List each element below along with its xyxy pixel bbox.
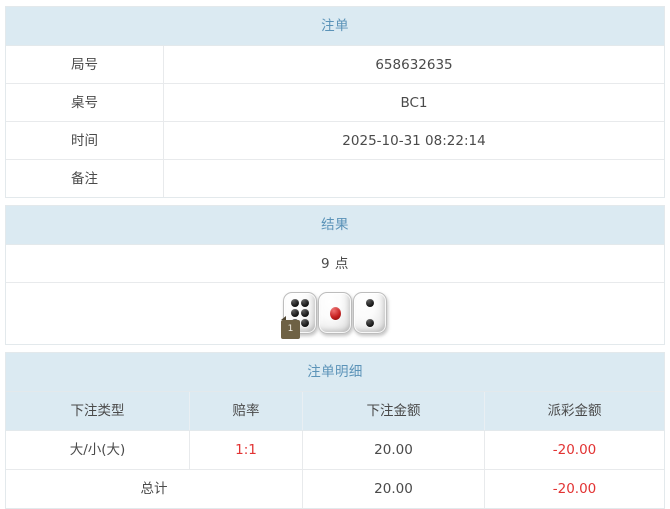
die-1: 1 [281,292,317,339]
column-header-payout: 派彩金额 [547,403,602,419]
result-dice-row: 1 [6,283,664,345]
table-row: 局号 658632635 [6,46,664,84]
die-pip-red [329,307,341,320]
result-points-row: 9 点 [6,245,664,283]
die-pip-blank [336,321,344,329]
cell-total-payout: -20.00 [552,481,597,497]
table-row: 大/小(大) 1:1 20.00 -20.00 [6,431,664,470]
order-panel-title: 注单 [6,7,664,46]
dice-container: 1 [6,283,664,344]
order-value-time: 2025-10-31 08:22:14 [342,132,486,149]
order-label-time: 时间 [6,122,164,159]
table-row-total: 总计 20.00 -20.00 [6,470,664,509]
column-header-bet-type: 下注类型 [6,392,190,430]
bet-detail-header-row: 下注类型 赔率 下注金额 派彩金额 [6,392,664,431]
die-pip-blank [326,321,334,329]
bet-detail-panel: 注单明细 下注类型 赔率 下注金额 派彩金额 大/小(大) 1:1 20.00 … [5,352,665,509]
dice-group: 1 [281,292,387,339]
die-order-badge: 1 [281,316,300,339]
die-3 [353,292,387,334]
order-value-table: BC1 [400,94,428,111]
table-row: 备注 [6,160,664,198]
die-pip [301,298,310,307]
die-2 [318,292,352,334]
cell-bet-type: 大/小(大) [6,431,190,469]
order-label-table: 桌号 [6,84,164,121]
cell-stake: 20.00 [303,431,485,469]
table-row: 时间 2025-10-31 08:22:14 [6,122,664,160]
die-pip [301,319,310,328]
die-pip [290,298,299,307]
cell-payout: -20.00 [552,442,597,458]
die-pip [290,308,299,317]
column-header-stake: 下注金额 [303,392,485,430]
cell-odds: 1:1 [190,431,303,469]
result-points-text: 9 点 [321,255,349,272]
die-pip-blank [366,309,374,317]
die-pip [366,319,374,328]
result-panel-title: 结果 [6,206,664,245]
die-pip [301,308,310,317]
result-panel: 结果 9 点 1 [5,205,665,345]
die-pip-blank [336,298,344,306]
order-value-round: 658632635 [375,56,453,73]
column-header-odds: 赔率 [190,392,303,430]
bet-detail-panel-title: 注单明细 [6,353,664,392]
order-label-round: 局号 [6,46,164,83]
cell-total-stake: 20.00 [303,470,485,508]
table-row: 桌号 BC1 [6,84,664,122]
cell-total-label: 总计 [6,470,303,508]
order-value-remark [164,160,664,197]
die-pip-blank [326,298,334,306]
order-panel: 注单 局号 658632635 桌号 BC1 时间 2025-10-31 08:… [5,6,665,198]
order-label-remark: 备注 [6,160,164,197]
die-pip [366,298,374,307]
